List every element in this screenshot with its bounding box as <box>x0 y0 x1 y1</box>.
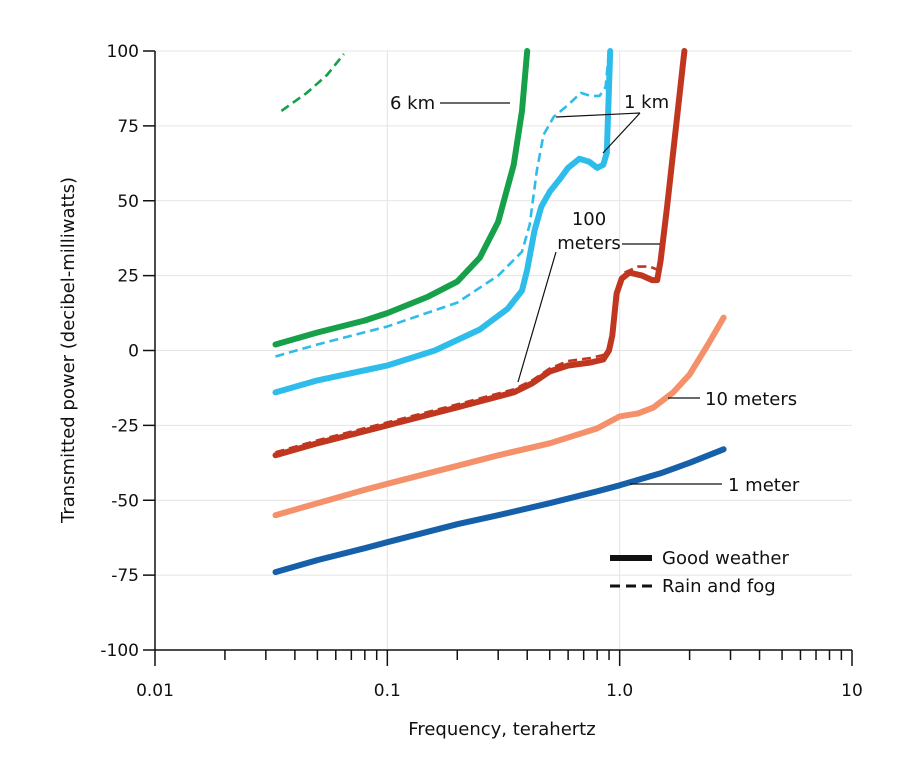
series-line-5 <box>272 48 614 396</box>
annotation-leader <box>555 112 641 118</box>
annotation-label: 1 km <box>624 92 669 113</box>
y-tick-label: 25 <box>117 267 139 287</box>
legend-label: Good weather <box>662 548 789 569</box>
x-tick-label: 0.1 <box>374 681 401 701</box>
annotation-label: meters <box>557 233 621 254</box>
series-line-4 <box>624 265 658 274</box>
annotation-label: 10 meters <box>705 389 797 410</box>
series-group <box>272 48 727 576</box>
axes: 100 75 50 25 0 -25 -50 -75 -100 0.01 0.1 1.0 10 <box>100 42 862 701</box>
annotation-label: 6 km <box>390 93 435 114</box>
y-tick-label: 100 <box>107 42 139 62</box>
x-tick-label: 1.0 <box>606 681 633 701</box>
annotation-label: 100 <box>572 209 606 230</box>
annotation-leader <box>602 112 641 154</box>
x-tick-label: 0.01 <box>136 681 174 701</box>
series-line-2 <box>272 48 688 459</box>
annotation-leader <box>517 251 557 383</box>
y-tick-label: 50 <box>117 192 139 212</box>
x-axis-title: Frequency, terahertz <box>408 719 595 740</box>
series-line-3 <box>275 346 611 454</box>
legend: Good weather Rain and fog <box>610 548 789 597</box>
series-line-6 <box>275 50 611 358</box>
y-tick-label: 75 <box>117 117 139 137</box>
y-tick-label: -100 <box>100 641 139 661</box>
annotation-label: 1 meter <box>728 475 800 496</box>
series-line-0 <box>272 446 727 576</box>
y-axis-title: Transmitted power (decibel-milliwatts) <box>58 177 79 524</box>
y-tick-label: -50 <box>111 491 139 511</box>
y-tick-label: -75 <box>111 566 139 586</box>
series-line-1 <box>272 314 727 519</box>
y-tick-label: 0 <box>128 342 139 362</box>
legend-label: Rain and fog <box>662 576 776 597</box>
series-line-7 <box>272 48 531 348</box>
y-tick-label: -25 <box>111 416 139 436</box>
series-line-8 <box>280 53 345 112</box>
annotations: 6 km 1 km 100 meters 10 meters 1 meter <box>390 92 800 496</box>
x-tick-label: 10 <box>841 681 863 701</box>
